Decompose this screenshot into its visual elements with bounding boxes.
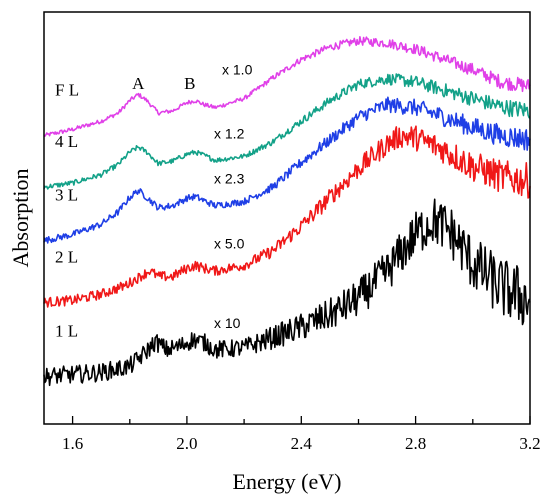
series-name-2: 3 L xyxy=(55,186,78,205)
scale-label-0: x 1.0 xyxy=(222,61,253,77)
x-tick-label: 2.4 xyxy=(291,434,313,453)
peak-label-1: B xyxy=(184,74,195,93)
series-line-2 xyxy=(43,96,531,244)
plot-frame xyxy=(43,11,531,425)
x-axis-title: Energy (eV) xyxy=(233,469,342,494)
series-line-0 xyxy=(43,36,531,137)
series-name-4: 1 L xyxy=(55,322,78,341)
x-tick-label: 3.2 xyxy=(519,434,540,453)
x-tick-label: 2.0 xyxy=(176,434,197,453)
x-tick-label: 2.8 xyxy=(405,434,426,453)
series-line-1 xyxy=(43,73,531,190)
x-tick-label: 1.6 xyxy=(62,434,83,453)
y-axis-title: Absorption xyxy=(8,169,33,268)
scale-label-3: x 5.0 xyxy=(214,236,245,252)
scale-label-4: x 10 xyxy=(214,315,241,331)
series-layer xyxy=(43,36,531,387)
series-name-0: F L xyxy=(55,81,79,100)
x-tick-layer: 1.6 2.0 2.4 2.8 3.2 xyxy=(62,416,541,453)
series-name-1: 4 L xyxy=(55,132,78,151)
peak-label-0: A xyxy=(132,74,145,93)
series-line-3 xyxy=(43,125,531,308)
series-name-3: 2 L xyxy=(55,248,78,267)
scale-label-2: x 2.3 xyxy=(214,171,245,187)
scale-label-1: x 1.2 xyxy=(214,125,245,141)
series-line-4 xyxy=(43,198,531,387)
annotation-layer: F L x 1.0 4 L x 1.2 3 L x 2.3 2 L x 5.0 1 L x 10 A… xyxy=(55,61,253,340)
